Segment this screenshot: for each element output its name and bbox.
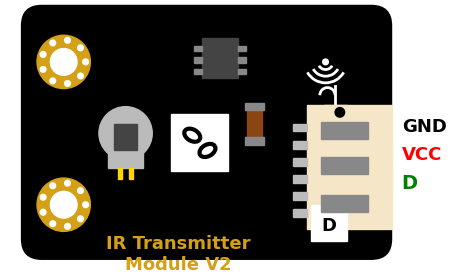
Circle shape	[40, 67, 46, 72]
Bar	[311, 205, 347, 241]
Bar	[114, 124, 137, 150]
Bar	[129, 168, 133, 179]
Circle shape	[50, 78, 55, 84]
Bar	[321, 195, 368, 212]
Bar	[238, 46, 246, 52]
Circle shape	[78, 73, 83, 79]
Bar	[246, 107, 262, 141]
Bar	[245, 137, 264, 145]
Circle shape	[50, 40, 55, 46]
Circle shape	[37, 178, 91, 231]
Circle shape	[335, 108, 345, 117]
Circle shape	[40, 209, 46, 215]
Text: D: D	[322, 217, 337, 235]
Circle shape	[40, 194, 46, 200]
Circle shape	[64, 223, 70, 229]
Bar	[202, 38, 238, 78]
Bar	[194, 57, 202, 63]
Bar	[321, 122, 368, 139]
Bar	[293, 158, 307, 166]
Circle shape	[50, 221, 55, 227]
Bar	[109, 150, 143, 168]
Bar	[194, 46, 202, 52]
Circle shape	[40, 52, 46, 57]
Bar	[238, 57, 246, 63]
Bar	[293, 192, 307, 200]
Circle shape	[64, 81, 70, 86]
Circle shape	[323, 59, 328, 65]
Circle shape	[78, 188, 83, 193]
Circle shape	[99, 107, 152, 160]
FancyBboxPatch shape	[21, 5, 392, 260]
Circle shape	[50, 48, 77, 75]
Text: GND: GND	[402, 118, 447, 136]
Bar	[321, 157, 368, 174]
Circle shape	[64, 180, 70, 186]
Text: D: D	[402, 174, 418, 193]
Circle shape	[83, 59, 89, 65]
Bar	[194, 69, 202, 74]
Bar	[293, 175, 307, 183]
Bar	[324, 105, 346, 120]
Circle shape	[64, 38, 70, 43]
Bar	[238, 69, 246, 74]
Circle shape	[78, 45, 83, 51]
Text: VCC: VCC	[402, 146, 442, 164]
Bar	[293, 141, 307, 148]
Bar	[245, 103, 264, 110]
Bar	[118, 168, 122, 179]
Bar	[293, 124, 307, 131]
Bar	[307, 105, 392, 228]
Circle shape	[50, 183, 55, 189]
Circle shape	[50, 192, 77, 218]
Circle shape	[83, 202, 89, 207]
Circle shape	[37, 35, 91, 88]
Circle shape	[78, 216, 83, 222]
Text: IR Transmitter
Module V2: IR Transmitter Module V2	[106, 235, 250, 274]
Bar	[171, 114, 228, 171]
Bar	[293, 209, 307, 217]
